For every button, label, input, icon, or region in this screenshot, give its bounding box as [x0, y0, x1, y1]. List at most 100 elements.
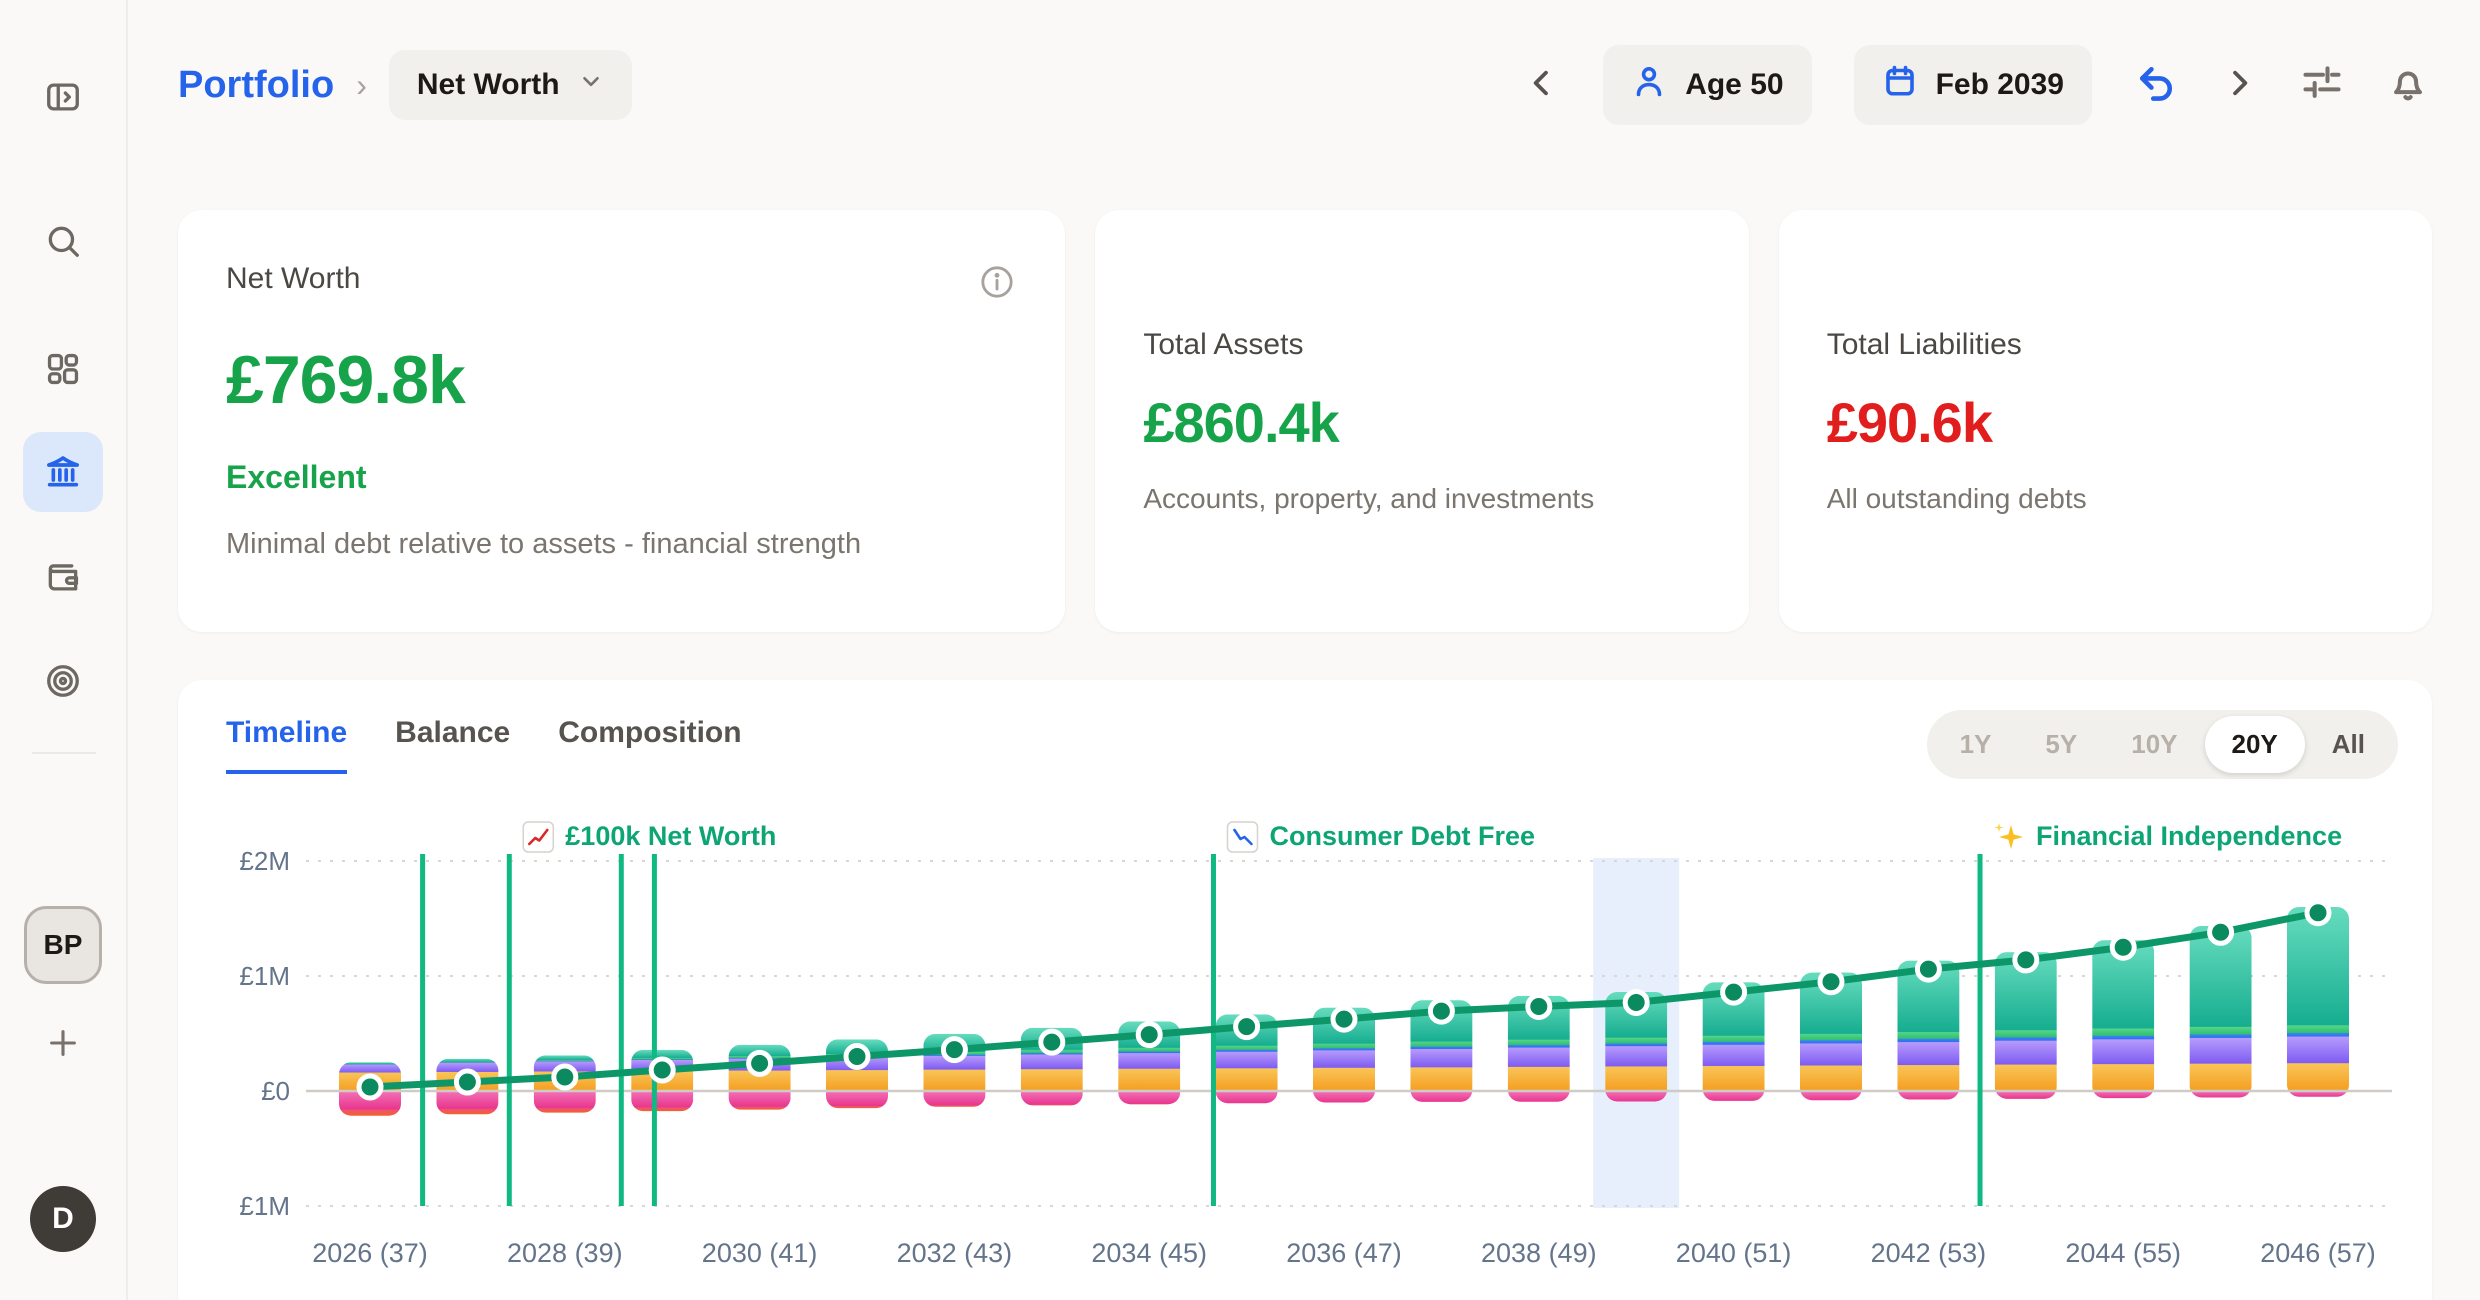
net-worth-point-2043[interactable] — [2012, 946, 2040, 974]
breadcrumb-separator: › — [356, 66, 367, 103]
x-axis-tick-label: 2032 (43) — [897, 1238, 1013, 1268]
net-worth-point-2039[interactable] — [1622, 988, 1650, 1016]
sidebar-toggle-button[interactable] — [44, 78, 82, 121]
net-worth-point-2033[interactable] — [1038, 1028, 1066, 1056]
sidebar-item-net-worth-active[interactable] — [23, 432, 103, 512]
net-worth-point-2042[interactable] — [1914, 955, 1942, 983]
tab-composition[interactable]: Composition — [558, 716, 742, 749]
net-worth-point-2032[interactable] — [940, 1036, 968, 1064]
x-axis-tick-label: 2046 (57) — [2260, 1238, 2376, 1268]
tab-balance[interactable]: Balance — [395, 716, 511, 749]
x-axis-tick-label: 2038 (49) — [1481, 1238, 1597, 1268]
date-button[interactable]: Feb 2039 — [1853, 45, 2092, 125]
sidebar-item-search[interactable] — [44, 222, 82, 265]
range-5y[interactable]: 5Y — [2045, 729, 2078, 759]
total-liabilities-title: Total Liabilities — [1826, 327, 2022, 361]
stacked-bar-2043[interactable] — [1994, 952, 2057, 1099]
page-selector-label: Net Worth — [416, 68, 560, 101]
age-button[interactable]: Age 50 — [1603, 45, 1812, 125]
milestone-label: Financial Independence — [1994, 821, 2342, 851]
header-controls: Age 50 Feb 2039 — [1523, 45, 2430, 125]
range-10y[interactable]: 10Y — [2131, 729, 2178, 759]
net-worth-timeline-chart[interactable]: £2M £1M £0 £1M £100k Net Worth Consumer Debt … — [178, 820, 2432, 1300]
chevron-left-icon — [1523, 64, 1561, 107]
x-axis-tick-label: 2028 (39) — [507, 1238, 623, 1268]
workspace-avatar[interactable]: BP — [24, 906, 102, 984]
chart-up-icon — [522, 821, 555, 853]
time-range-selector: 1Y 5Y 10Y 20Y All — [1926, 710, 2398, 779]
calendar-icon — [1882, 63, 1918, 107]
net-worth-point-2040[interactable] — [1720, 978, 1748, 1006]
bank-icon — [43, 450, 83, 495]
top-header: Portfolio › Net Worth Age 50 — [128, 0, 2480, 170]
info-icon[interactable] — [977, 262, 1017, 307]
net-worth-point-2029[interactable] — [648, 1056, 676, 1084]
step-forward-button[interactable] — [2220, 64, 2258, 107]
net-worth-point-2026[interactable] — [356, 1073, 384, 1101]
net-worth-point-2031[interactable] — [843, 1043, 871, 1070]
net-worth-value: £769.8k — [226, 342, 466, 418]
net-worth-point-2028[interactable] — [551, 1063, 579, 1091]
search-icon — [44, 222, 82, 265]
stacked-bar-2044[interactable] — [2092, 940, 2155, 1099]
notifications-button[interactable] — [2386, 61, 2430, 110]
sparkles-icon — [1994, 823, 2024, 849]
wallet-icon — [44, 558, 82, 601]
net-worth-point-2037[interactable] — [1427, 997, 1455, 1025]
net-worth-point-2035[interactable] — [1233, 1013, 1261, 1041]
sidebar-item-dashboard[interactable] — [44, 350, 82, 393]
net-worth-point-2045[interactable] — [2207, 918, 2235, 946]
svg-text:Consumer Debt Free: Consumer Debt Free — [1269, 821, 1535, 851]
sidebar-item-accounts[interactable] — [44, 558, 82, 601]
milestone-label: Consumer Debt Free — [1226, 821, 1535, 853]
net-worth-point-2030[interactable] — [746, 1049, 774, 1077]
net-worth-point-2034[interactable] — [1135, 1021, 1163, 1049]
net-worth-point-2038[interactable] — [1525, 992, 1553, 1020]
range-1y[interactable]: 1Y — [1959, 729, 1992, 759]
svg-text:Financial Independence: Financial Independence — [2036, 821, 2342, 851]
net-worth-point-2027[interactable] — [453, 1068, 481, 1096]
page-selector-dropdown[interactable]: Net Worth — [388, 50, 632, 120]
summary-cards: Net Worth £769.8k Excellent Minimal debt… — [178, 210, 2432, 632]
x-axis-tick-label: 2036 (47) — [1286, 1238, 1402, 1268]
x-axis-tick-label: 2026 (37) — [312, 1238, 428, 1268]
chevron-right-icon — [2220, 64, 2258, 107]
person-icon — [1631, 63, 1667, 107]
breadcrumb-app[interactable]: Portfolio — [178, 63, 335, 106]
settings-button[interactable] — [2300, 61, 2344, 110]
undo-button[interactable] — [2134, 61, 2178, 110]
add-workspace-button[interactable] — [46, 1026, 80, 1065]
net-worth-point-2046[interactable] — [2304, 899, 2332, 927]
panel-toggle-icon — [44, 78, 82, 121]
total-assets-title: Total Assets — [1143, 327, 1304, 361]
tab-timeline[interactable]: Timeline — [226, 716, 348, 774]
age-button-label: Age 50 — [1685, 68, 1784, 101]
range-20y[interactable]: 20Y — [2204, 716, 2305, 773]
chart-tabs: Timeline Balance Composition — [226, 716, 742, 774]
stacked-bar-2046[interactable] — [2287, 907, 2349, 1097]
stacked-bar-2036[interactable] — [1313, 1007, 1375, 1103]
total-assets-description: Accounts, property, and investments — [1143, 482, 1595, 514]
net-worth-point-2036[interactable] — [1330, 1005, 1358, 1033]
dashboard-grid-icon — [44, 350, 82, 393]
sliders-icon — [2300, 61, 2344, 110]
range-all[interactable]: All — [2331, 729, 2365, 759]
sidebar-item-goals[interactable] — [44, 662, 82, 705]
bell-icon — [2386, 61, 2430, 110]
y-axis-tick-label: £1M — [239, 961, 290, 991]
net-worth-point-2041[interactable] — [1817, 968, 1845, 996]
net-worth-point-2044[interactable] — [2109, 933, 2137, 961]
chart-down-icon — [1226, 821, 1259, 853]
stacked-bar-2037[interactable] — [1410, 1000, 1473, 1102]
stacked-bar-2035[interactable] — [1215, 1014, 1278, 1104]
milestone-label: £100k Net Worth — [522, 821, 776, 853]
step-back-button[interactable] — [1523, 64, 1561, 107]
plus-icon — [46, 1026, 80, 1065]
x-axis-tick-label: 2034 (45) — [1091, 1238, 1207, 1268]
user-avatar[interactable]: D — [30, 1186, 96, 1252]
stacked-bar-2045[interactable] — [2189, 925, 2252, 1098]
timeline-chart-card: Timeline Balance Composition 1Y 5Y 10Y 2… — [178, 680, 2432, 1300]
y-axis-tick-label: £0 — [261, 1076, 290, 1106]
total-assets-value: £860.4k — [1143, 390, 1339, 454]
